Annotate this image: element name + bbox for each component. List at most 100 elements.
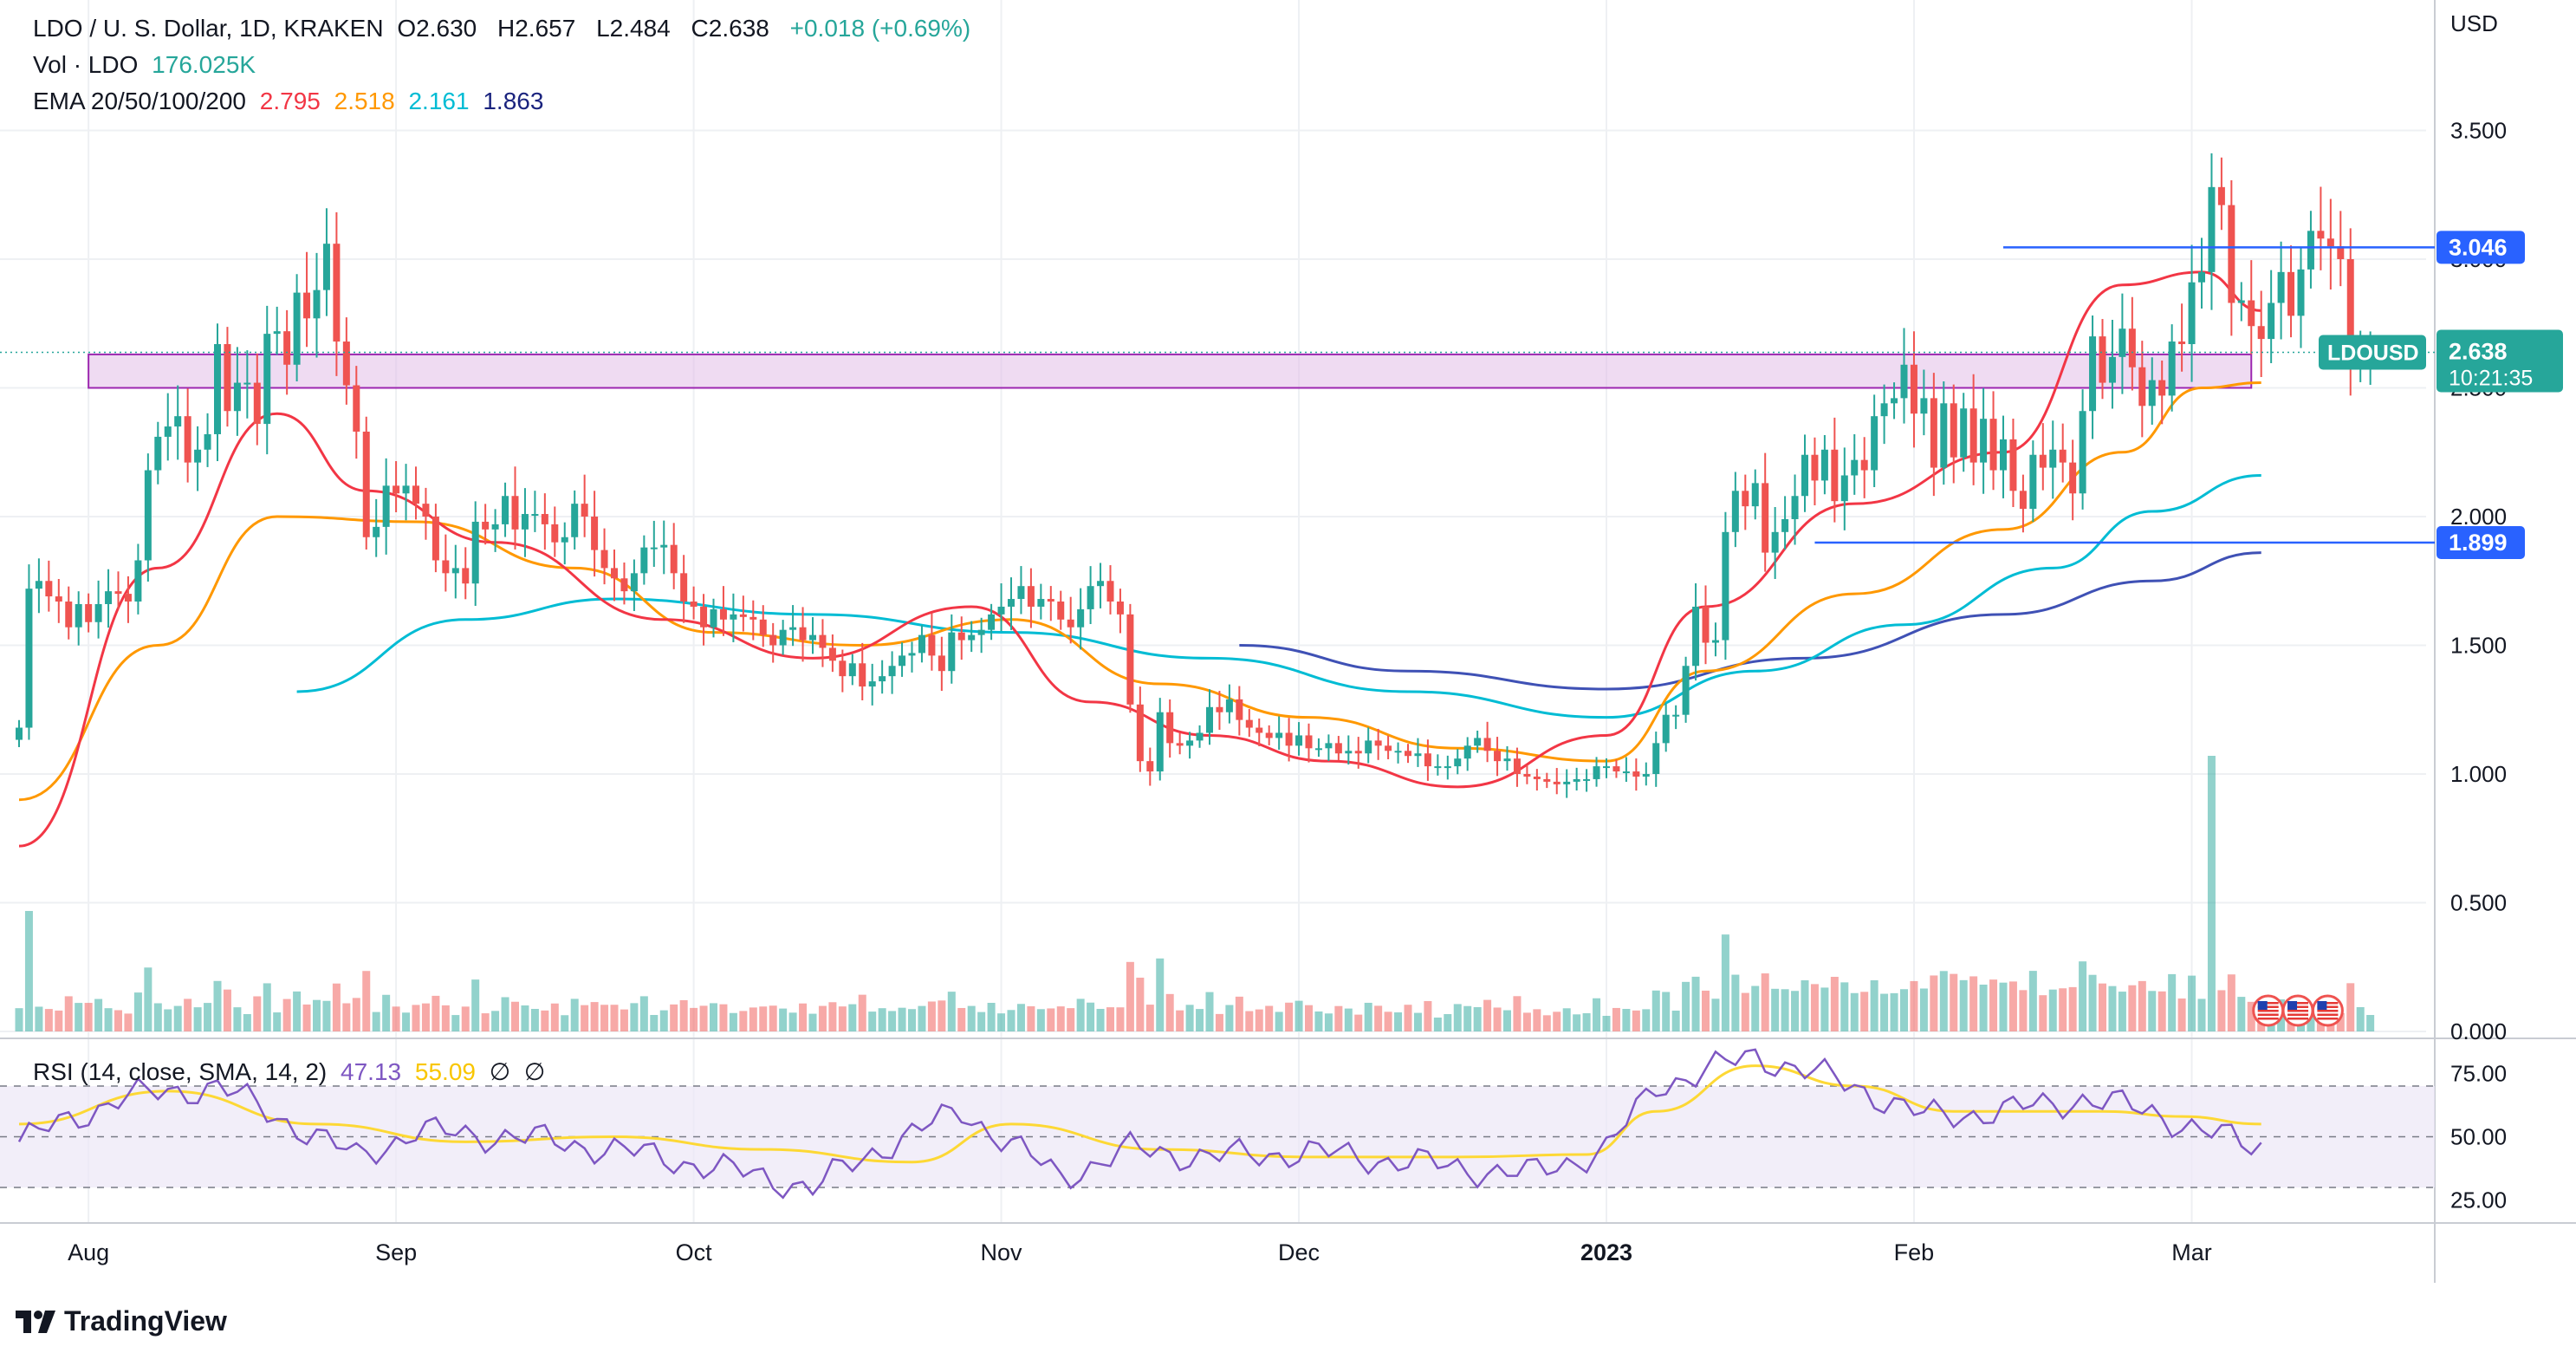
candle-body: [1513, 758, 1521, 774]
candle-body: [2248, 300, 2255, 327]
volume-bar: [1245, 1011, 1254, 1031]
candle-body: [1196, 732, 1204, 741]
volume-bar: [1682, 981, 1690, 1031]
candle-body: [739, 614, 747, 617]
volume-label[interactable]: Vol · LDO: [33, 51, 139, 78]
volume-bar: [2128, 985, 2137, 1031]
candle-body: [2108, 356, 2116, 383]
tradingview-brand[interactable]: TradingView: [16, 1305, 227, 1337]
change-value: +0.018 (+0.69%): [789, 15, 971, 42]
volume-bar: [471, 979, 480, 1031]
volume-bar: [1939, 971, 1948, 1031]
rsi-line: [17, 1048, 2262, 1200]
candle-body: [85, 603, 93, 622]
volume-bar: [1513, 996, 1522, 1031]
volume-bar: [1593, 998, 1601, 1031]
candle-body: [253, 382, 261, 425]
candle-body: [224, 344, 231, 412]
volume-bar: [342, 1003, 351, 1031]
volume-bar: [2157, 991, 2166, 1031]
ema-label[interactable]: EMA 20/50/100/200: [33, 88, 246, 114]
volume-bar: [749, 1007, 757, 1031]
flag-stripe: [2257, 1013, 2279, 1016]
candle-body: [1097, 581, 1105, 587]
volume-bar: [779, 1008, 788, 1031]
candle-body: [948, 632, 956, 672]
candle-body: [1801, 454, 1808, 497]
volume-bar: [1136, 977, 1145, 1031]
candle-body: [184, 416, 191, 463]
candle-body: [779, 629, 787, 646]
volume-bar: [1126, 961, 1134, 1031]
volume-bar: [1433, 1018, 1442, 1031]
volume-bar: [362, 971, 371, 1031]
volume-bar: [1364, 1002, 1372, 1031]
candle-body: [283, 331, 291, 365]
volume-bar: [1671, 1011, 1680, 1031]
candle-body: [928, 634, 936, 656]
candle-body: [2346, 259, 2354, 362]
candle-body: [1573, 778, 1580, 782]
candle-body: [1553, 781, 1561, 784]
volume-bar: [1305, 1005, 1313, 1031]
candle-body: [1702, 606, 1710, 643]
ema100-line: [296, 473, 2261, 719]
volume-bar: [530, 1009, 539, 1031]
candle-body: [482, 521, 490, 530]
candle-body: [1811, 454, 1819, 481]
candle-body: [1662, 714, 1670, 744]
volume-bar: [2068, 986, 2077, 1031]
volume-bar: [1860, 992, 1869, 1031]
volume-bar: [2039, 995, 2047, 1031]
candle-body: [144, 470, 152, 561]
candle-body: [1206, 706, 1213, 733]
symbol-title[interactable]: LDO / U. S. Dollar, 1D, KRAKEN: [33, 15, 384, 42]
symbol-badge-box: [2319, 335, 2426, 370]
volume-bar: [313, 999, 321, 1031]
volume-bar: [1314, 1011, 1323, 1031]
candle-body: [1851, 459, 1859, 476]
candle-body: [2287, 271, 2295, 316]
candle-body: [1216, 706, 1223, 712]
volume-bar: [1801, 980, 1809, 1031]
candle-body: [322, 244, 330, 290]
volume-bar: [104, 1008, 113, 1031]
candle-body: [1672, 714, 1680, 717]
volume-bar: [947, 992, 956, 1031]
candle-body: [1047, 599, 1054, 602]
candle-body: [511, 496, 519, 530]
volume-bar: [1979, 985, 1988, 1031]
volume-bar: [2217, 990, 2226, 1031]
volume-bar: [1047, 1008, 1055, 1031]
candle-body: [1017, 586, 1025, 600]
candle-body: [957, 632, 965, 641]
volume-bar: [184, 998, 192, 1031]
volume-bar: [908, 1009, 916, 1031]
candle-body: [442, 560, 450, 574]
last-price-badge-box: [2436, 329, 2563, 393]
volume-bar: [133, 992, 142, 1031]
volume-bar: [521, 1005, 529, 1031]
us-flag-icon: [2311, 994, 2344, 1027]
rsi-label[interactable]: RSI (14, close, SMA, 14, 2): [33, 1058, 328, 1085]
candle-body: [2119, 328, 2126, 357]
volume-bar: [1751, 985, 1760, 1031]
volume-bar: [1662, 992, 1671, 1031]
volume-bar: [2207, 756, 2216, 1031]
candle-body: [55, 596, 62, 602]
volume-bar: [1503, 1010, 1511, 1031]
candle-body: [1989, 419, 1997, 471]
volume-bar: [1463, 1005, 1472, 1031]
volume-bar: [1424, 1000, 1432, 1031]
volume-bar: [451, 1015, 460, 1031]
volume-bar: [2247, 1001, 2255, 1031]
volume-bar: [1721, 934, 1729, 1031]
candle-body: [1563, 781, 1571, 784]
candle-body: [1027, 586, 1035, 607]
candle-body: [2158, 380, 2166, 396]
flag-stripe: [2257, 1005, 2279, 1008]
candle-body: [660, 544, 668, 548]
volume-bar: [1473, 1006, 1482, 1031]
candle-body: [502, 496, 509, 524]
